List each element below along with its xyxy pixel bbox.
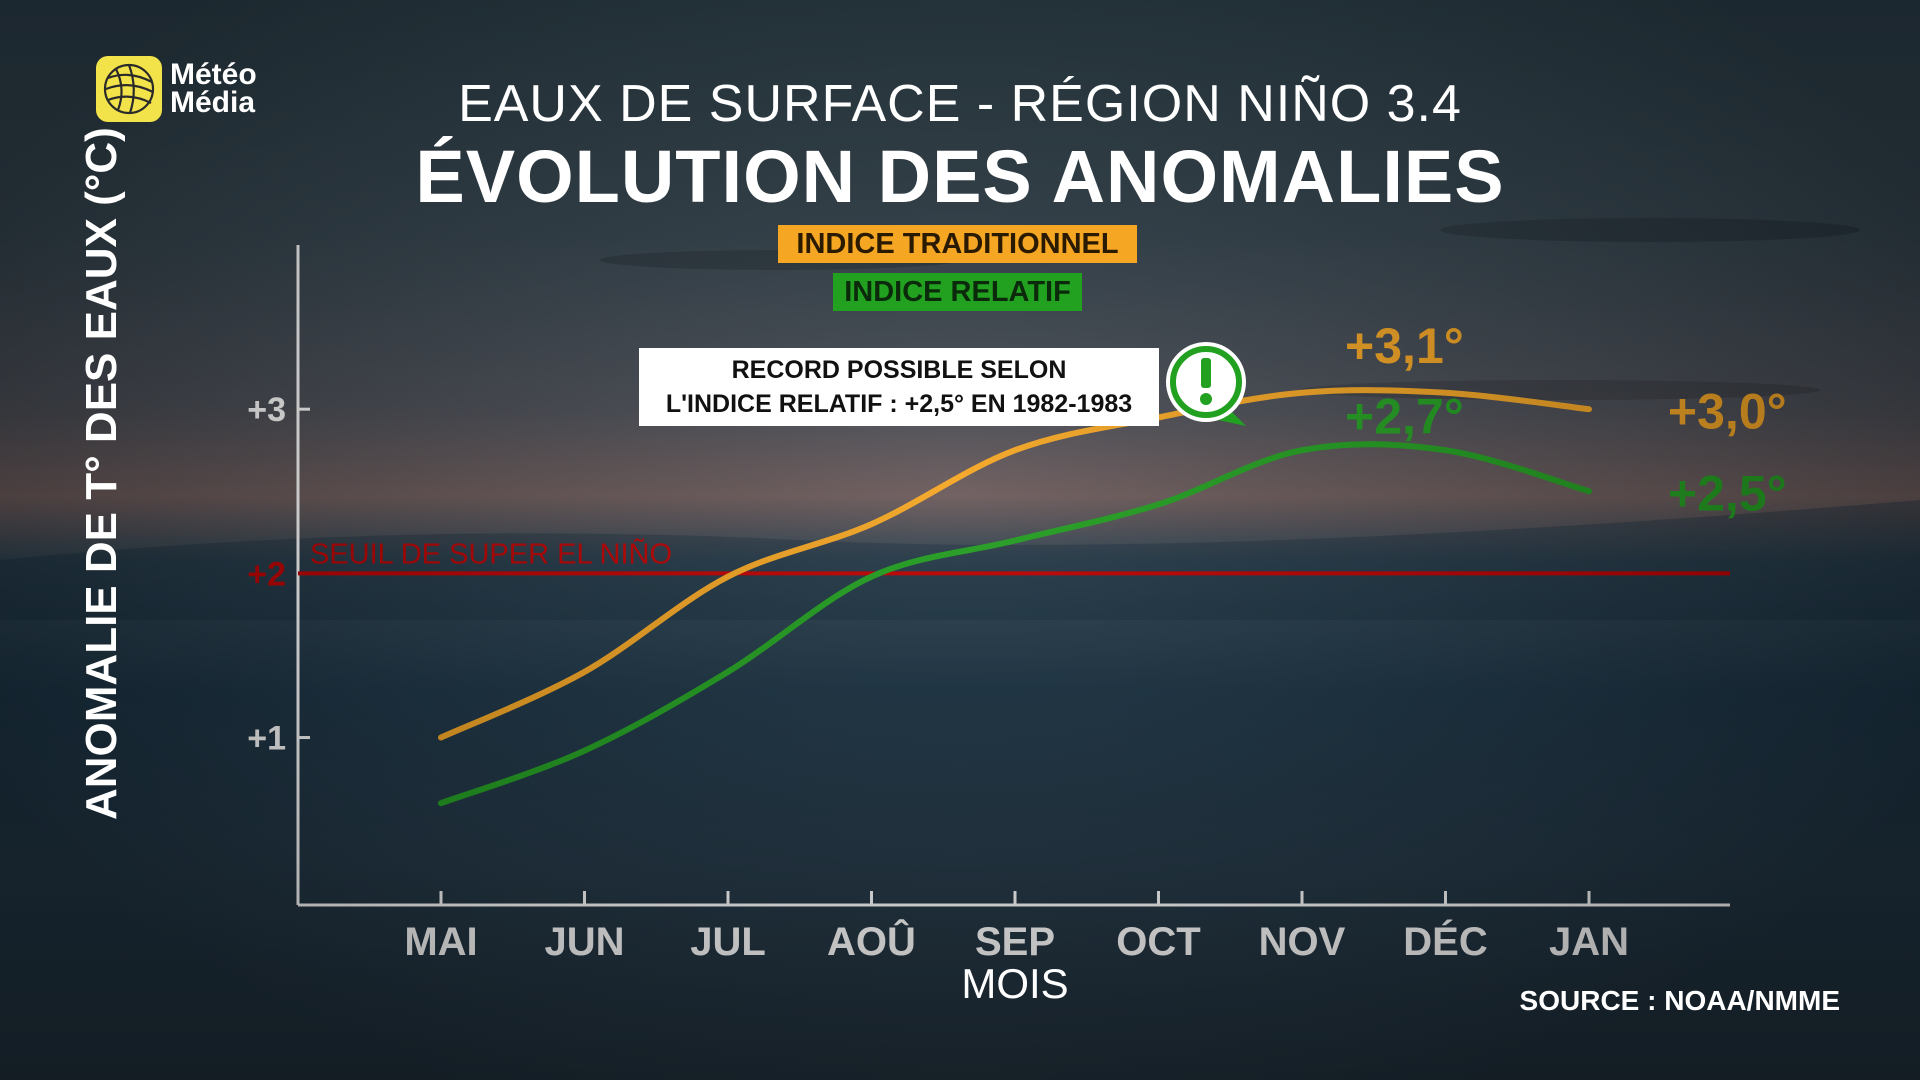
x-tick-label: OCT [1116,920,1200,964]
y-tick-label: +1 [247,720,286,758]
source-credit: SOURCE : NOAA/NMME [1519,985,1840,1016]
relative-index-line [438,441,1592,807]
data-label: +2,7° [1345,388,1464,444]
x-axis-title: MOIS [961,960,1069,1007]
x-tick-label: NOV [1259,920,1346,964]
x-tick-label: JUN [544,920,624,964]
globe-icon [96,56,162,122]
legend-traditional-index: INDICE TRADITIONNEL [778,225,1137,263]
threshold-label: SEUIL DE SUPER EL NIÑO [310,536,672,570]
brand-logo: Météo Média [96,56,257,122]
exclamation-icon [1160,338,1252,430]
legend-relative-index: INDICE RELATIF [833,273,1082,311]
x-tick-label: MAI [404,920,477,964]
page-title: ÉVOLUTION DES ANOMALIES [415,135,1505,218]
callout-line2: L'INDICE RELATIF : +2,5° EN 1982-1983 [665,390,1133,418]
traditional-index-line [438,387,1592,741]
y-tick-label: +3 [247,391,286,429]
x-tick-label: JAN [1549,920,1629,964]
page-subtitle: EAUX DE SURFACE - RÉGION NIÑO 3.4 [458,75,1462,133]
x-tick-label: DÉC [1403,919,1487,964]
brand-name-line1: Météo [170,58,257,91]
data-label: +3,1° [1345,318,1464,374]
x-tick-label: AOÛ [827,918,916,964]
brand-name-line2: Média [170,86,256,119]
y-tick-label: +2 [247,555,286,593]
data-label: +2,5° [1668,466,1787,522]
x-tick-label: SEP [975,920,1055,964]
x-tick-label: JUL [690,920,766,964]
callout-line1: RECORD POSSIBLE SELON [731,356,1067,384]
y-axis-title: ANOMALIE DE T° DES EAUX (°C) [77,127,126,820]
record-callout: RECORD POSSIBLE SELON L'INDICE RELATIF :… [639,348,1159,426]
data-label: +3,0° [1668,383,1787,439]
